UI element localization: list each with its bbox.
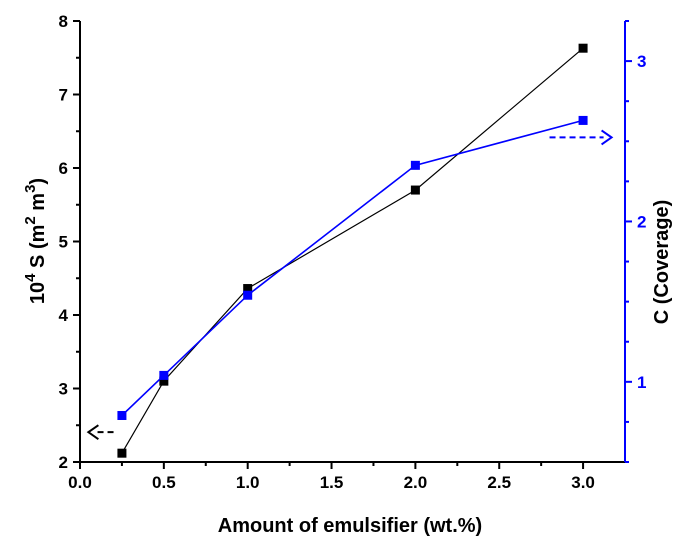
axes-group <box>79 21 626 463</box>
series-0-line <box>121 47 584 454</box>
right-axis-arrow-head <box>601 129 614 146</box>
y-axis-title-end: ) <box>27 178 49 185</box>
x-tick-label: 1.5 <box>320 473 344 492</box>
y-axis-title: 104 S (m2 m3) <box>22 178 49 304</box>
x-tick-label: 0.5 <box>152 473 176 492</box>
x-axis-title: Amount of emulsifier (wt.%) <box>218 515 482 537</box>
series-group <box>117 43 588 458</box>
x-tick-label: 0.0 <box>68 473 92 492</box>
y-axis-title-exp3: 3 <box>22 185 39 193</box>
y-tick-label: 3 <box>59 380 68 399</box>
y-tick-label: 4 <box>59 306 69 325</box>
y-tick-label: 2 <box>59 453 68 472</box>
ticks-group: 0.0 0.5 1.0 1.5 2.0 2.5 3.0 2 3 4 5 6 7 8 1 2 3 <box>59 12 647 492</box>
y2-tick-label: 3 <box>637 52 646 71</box>
series-1-point <box>243 290 253 300</box>
y-tick-label: 8 <box>59 12 68 31</box>
series-0-point <box>117 448 127 458</box>
x-tick-label: 2.5 <box>487 473 511 492</box>
y-axis-title-main: S (m <box>27 225 49 274</box>
y2-axis-title: C (Coverage) <box>651 200 673 324</box>
series-0-point <box>243 284 253 294</box>
series-0-point <box>410 185 420 195</box>
series-0-point <box>578 43 588 53</box>
y-tick-label: 5 <box>59 233 68 252</box>
x-tick-label: 1.0 <box>236 473 260 492</box>
series-0-point <box>159 376 169 386</box>
series-1-point <box>578 115 588 125</box>
series-1-point <box>117 410 127 420</box>
y-axis-title-mid: m <box>27 193 49 216</box>
series-1-point <box>410 160 420 170</box>
y-tick-label: 7 <box>59 86 68 105</box>
y2-tick-label: 1 <box>637 373 646 392</box>
x-tick-label: 3.0 <box>571 473 595 492</box>
y-axis-title-base: 10 <box>27 282 49 304</box>
y-tick-label: 6 <box>59 159 68 178</box>
y-axis-title-exp: 4 <box>22 273 39 282</box>
left-axis-arrow-head <box>86 424 99 440</box>
annotations-group <box>86 129 614 440</box>
series-1-line <box>121 119 584 417</box>
y2-tick-label: 2 <box>637 212 646 231</box>
series-1-point <box>159 370 169 380</box>
x-tick-label: 2.0 <box>404 473 428 492</box>
y-axis-title-exp2: 2 <box>22 216 39 224</box>
